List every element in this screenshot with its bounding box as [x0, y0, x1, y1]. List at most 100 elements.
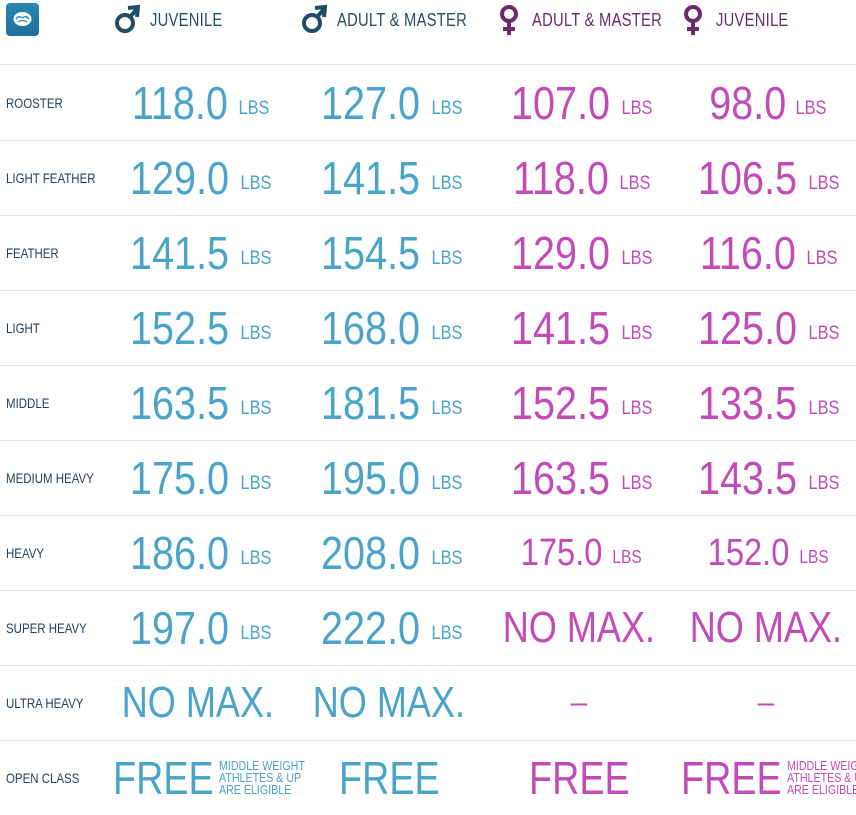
weight-value: 118.0	[512, 151, 609, 204]
weight-cell: 163.5 LBS	[484, 440, 674, 515]
weight-value: 141.5	[511, 301, 611, 354]
eligibility-note-line: ARE ELIGIBLE	[786, 781, 856, 797]
row-label: LIGHT	[6, 319, 40, 336]
weight-value: 98.0	[709, 76, 787, 129]
male-symbol-icon	[115, 4, 140, 33]
table-row: LIGHT FEATHER 129.0 LBS 141.5 LBS 118.0 LBS 106…	[0, 140, 856, 216]
weight-cell: 152.5 LBS	[484, 365, 674, 440]
free-value: FREE	[528, 751, 630, 804]
weight-value: 154.5	[321, 226, 421, 279]
weight-cell: 141.5 LBS	[294, 140, 484, 215]
weight-unit: LBS	[431, 98, 463, 119]
weight-value: 181.5	[321, 376, 421, 429]
weight-unit: LBS	[621, 323, 653, 344]
weight-value: 222.0	[321, 601, 421, 654]
open-class-cell: FREE	[294, 740, 484, 815]
weight-value: 186.0	[130, 526, 230, 579]
weight-unit: LBS	[431, 323, 463, 344]
weight-cell: 116.0 LBS	[671, 215, 856, 290]
column-header-label: ADULT & MASTER	[337, 9, 468, 30]
weight-unit: LBS	[808, 398, 840, 419]
weight-value: 129.0	[511, 226, 611, 279]
weight-cell: 168.0 LBS	[294, 290, 484, 365]
weight-cell: 181.5 LBS	[294, 365, 484, 440]
weight-cell: –	[484, 665, 674, 740]
weight-cell: NO MAX.	[671, 590, 856, 665]
female-symbol-icon	[684, 5, 702, 35]
open-class-row: OPEN CLASS FREE MIDDLE WEIGHT ATHLETES & UP…	[0, 740, 856, 815]
weight-value: 107.0	[511, 76, 611, 129]
weight-value: 141.5	[321, 151, 421, 204]
weight-value: 197.0	[130, 601, 230, 654]
brain-logo-icon[interactable]	[6, 3, 39, 36]
weight-unit: LBS	[795, 98, 827, 119]
column-header-4: JUVENILE	[680, 0, 804, 40]
weight-cell: 98.0 LBS	[671, 65, 856, 140]
weight-value: 143.5	[698, 451, 798, 504]
weight-value: 163.5	[511, 451, 611, 504]
weight-unit: LBS	[621, 98, 653, 119]
weight-cell: 118.0 LBS	[103, 65, 293, 140]
row-label: LIGHT FEATHER	[6, 169, 96, 186]
column-header-3: ADULT & MASTER	[496, 0, 691, 40]
weight-value: 175.0	[520, 531, 603, 574]
table-row: MIDDLE 163.5 LBS 181.5 LBS 152.5 LBS 133.5 LBS	[0, 365, 856, 441]
weight-unit: LBS	[240, 623, 272, 644]
male-symbol-icon	[302, 4, 327, 33]
weight-unit: LBS	[808, 323, 840, 344]
row-label: MEDIUM HEAVY	[6, 469, 94, 486]
weight-cell: 143.5 LBS	[671, 440, 856, 515]
weight-cell: 163.5 LBS	[103, 365, 293, 440]
weight-value: 152.5	[511, 376, 611, 429]
free-value: FREE	[113, 751, 214, 804]
weight-unit: LBS	[621, 248, 653, 269]
weight-value: 118.0	[131, 76, 228, 129]
eligibility-note-line: ATHLETES & UP	[786, 769, 856, 785]
weight-cell: 154.5 LBS	[294, 215, 484, 290]
column-header-1: JUVENILE	[114, 0, 238, 40]
weight-cell: 129.0 LBS	[484, 215, 674, 290]
weight-value: 208.0	[321, 526, 421, 579]
weight-cell: 175.0 LBS	[484, 515, 674, 590]
column-header-label: ADULT & MASTER	[532, 9, 663, 30]
weight-value: 175.0	[130, 451, 230, 504]
column-header-label: JUVENILE	[150, 9, 223, 30]
weight-unit: LBS	[431, 248, 463, 269]
eligibility-note-line: ATHLETES & UP	[218, 769, 302, 785]
table-header: JUVENILE ADULT & MASTER ADULT & MASTER JUVE…	[0, 0, 856, 65]
weight-unit: LBS	[619, 173, 651, 194]
weight-unit: LBS	[799, 547, 829, 567]
weight-cell: 222.0 LBS	[294, 590, 484, 665]
table-row: FEATHER 141.5 LBS 154.5 LBS 129.0 LBS 116.0 LBS	[0, 215, 856, 291]
weight-value: 152.0	[707, 531, 790, 574]
table-row: LIGHT 152.5 LBS 168.0 LBS 141.5 LBS 125.0 LBS	[0, 290, 856, 366]
eligibility-note-line: MIDDLE WEIGHT	[786, 757, 856, 773]
weight-unit: LBS	[621, 398, 653, 419]
weight-unit: LBS	[431, 623, 463, 644]
weight-value: 133.5	[698, 376, 798, 429]
weight-cell: 208.0 LBS	[294, 515, 484, 590]
female-symbol-icon	[500, 5, 518, 35]
table-row: SUPER HEAVY 197.0 LBS 222.0 LBS NO MAX. NO MAX…	[0, 590, 856, 666]
weight-cell: 133.5 LBS	[671, 365, 856, 440]
weight-unit: LBS	[431, 173, 463, 194]
table-row: ULTRA HEAVY NO MAX. NO MAX. – –	[0, 665, 856, 741]
column-header-label: JUVENILE	[716, 9, 789, 30]
row-label: OPEN CLASS	[6, 769, 80, 786]
no-max-value: NO MAX.	[121, 677, 275, 727]
weight-cell: NO MAX.	[294, 665, 484, 740]
weight-unit: LBS	[806, 248, 838, 269]
weight-unit: LBS	[240, 548, 272, 569]
eligibility-note-line: MIDDLE WEIGHT	[218, 757, 305, 773]
no-max-value: NO MAX.	[689, 602, 843, 652]
empty-value: –	[757, 685, 775, 719]
weight-cell: 129.0 LBS	[103, 140, 293, 215]
weight-unit: LBS	[431, 398, 463, 419]
no-max-value: NO MAX.	[502, 602, 656, 652]
free-value: FREE	[681, 751, 782, 804]
weight-unit: LBS	[431, 548, 463, 569]
